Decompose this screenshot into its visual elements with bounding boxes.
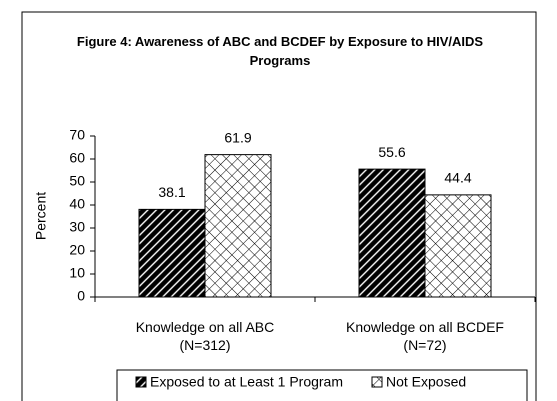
y-axis-label: Percent xyxy=(33,192,49,240)
bar xyxy=(424,194,492,298)
legend-swatch xyxy=(135,376,147,388)
bar xyxy=(204,154,272,298)
bar xyxy=(138,208,206,298)
x-tick-label: Knowledge on all ABC (N=312) xyxy=(135,319,275,353)
x-tick-label: Knowledge on all BCDEF (N=72) xyxy=(346,319,504,353)
legend-swatch xyxy=(371,376,383,388)
y-tick-label: 0 xyxy=(77,288,85,304)
legend-box xyxy=(116,369,528,401)
data-label: 44.4 xyxy=(444,170,471,186)
data-label: 55.6 xyxy=(378,144,405,160)
y-tick-label: 50 xyxy=(69,173,85,189)
data-label: 61.9 xyxy=(224,129,251,145)
y-tick-label: 60 xyxy=(69,150,85,166)
bar xyxy=(358,168,426,298)
y-tick-label: 20 xyxy=(69,242,85,258)
y-tick-label: 40 xyxy=(69,196,85,212)
data-label: 38.1 xyxy=(158,184,185,200)
chart-title: Figure 4: Awareness of ABC and BCDEF by … xyxy=(76,34,484,68)
y-tick-label: 70 xyxy=(69,127,85,143)
y-tick-label: 10 xyxy=(69,265,85,281)
y-tick-label: 30 xyxy=(69,219,85,235)
legend-label: Not Exposed xyxy=(386,374,466,390)
legend-label: Exposed to at Least 1 Program xyxy=(150,374,343,390)
